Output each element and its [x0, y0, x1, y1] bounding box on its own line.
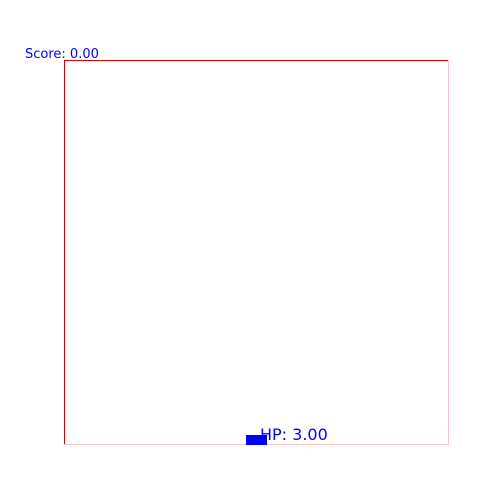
arena-right-border [448, 60, 449, 445]
hp-label: HP: 3.00 [260, 425, 328, 444]
player-paddle[interactable] [246, 435, 267, 445]
game-arena [64, 60, 449, 445]
arena-left-border [64, 60, 65, 445]
arena-top-border [64, 60, 449, 61]
score-label: Score: 0.00 [25, 47, 99, 62]
